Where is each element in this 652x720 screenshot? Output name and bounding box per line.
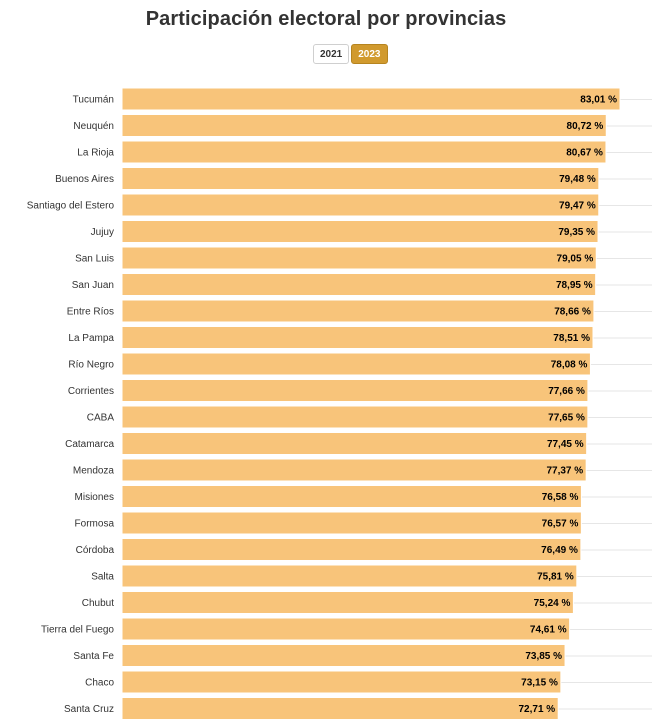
bar-10 <box>121 352 591 376</box>
bar-3 <box>121 167 600 190</box>
bar-14 <box>121 458 587 482</box>
category-label: Tierra del Fuego <box>41 625 114 636</box>
chart-title: Participación electoral por provincias <box>145 8 507 30</box>
value-label: 75,24 % <box>534 598 571 609</box>
value-label: 77,66 % <box>548 386 585 397</box>
category-label: Neuquén <box>73 121 114 132</box>
value-label: 79,47 % <box>559 201 596 212</box>
category-label: Salta <box>91 572 114 583</box>
value-label: 77,45 % <box>547 439 584 450</box>
value-label: 73,15 % <box>521 678 558 689</box>
value-label: 79,35 % <box>558 227 595 238</box>
category-label: Corrientes <box>68 386 114 397</box>
category-label: Santa Cruz <box>64 704 114 715</box>
category-label: Chubut <box>82 598 114 609</box>
value-label: 83,01 % <box>580 95 617 106</box>
bar-4 <box>121 193 600 217</box>
value-label: 77,65 % <box>548 413 585 424</box>
category-label: San Juan <box>72 280 114 291</box>
bar-12 <box>121 405 589 429</box>
year-toggle: 2021 2023 <box>313 44 388 64</box>
bar-16 <box>121 511 582 535</box>
bar-19 <box>121 591 574 614</box>
value-label: 79,48 % <box>559 174 596 185</box>
category-label: Santiago del Estero <box>27 201 115 212</box>
category-label: San Luis <box>75 254 114 265</box>
value-label: 75,81 % <box>537 572 574 583</box>
category-label: CABA <box>87 413 115 424</box>
bar-8 <box>121 299 595 323</box>
year-2021-button[interactable]: 2021 <box>313 44 350 64</box>
bar-6 <box>121 246 597 270</box>
category-label: Santa Fe <box>73 651 114 662</box>
bar-11 <box>121 379 589 402</box>
category-label: Chaco <box>85 678 114 689</box>
value-label: 80,72 % <box>567 121 604 132</box>
bar-5 <box>121 220 599 243</box>
value-label: 78,66 % <box>554 307 591 318</box>
bar-17 <box>121 538 582 561</box>
bar-18 <box>121 564 578 588</box>
category-label: Jujuy <box>91 227 114 238</box>
value-label: 74,61 % <box>530 625 567 636</box>
category-label: Buenos Aires <box>55 174 114 185</box>
category-label: Córdoba <box>76 545 115 556</box>
bar-2 <box>121 140 607 164</box>
value-label: 79,05 % <box>557 254 594 265</box>
category-label: Río Negro <box>68 360 114 371</box>
category-label: Misiones <box>75 492 114 503</box>
category-label: La Pampa <box>68 333 114 344</box>
value-label: 72,71 % <box>519 704 556 715</box>
value-label: 80,67 % <box>566 148 603 159</box>
value-label: 76,57 % <box>542 519 579 530</box>
bar-1 <box>121 114 607 137</box>
category-label: Formosa <box>75 519 115 530</box>
category-label: Catamarca <box>65 439 114 450</box>
value-label: 76,58 % <box>542 492 579 503</box>
bar-21 <box>121 644 566 667</box>
category-label: Mendoza <box>73 466 115 477</box>
value-label: 76,49 % <box>541 545 578 556</box>
category-label: Entre Ríos <box>67 307 114 318</box>
value-label: 73,85 % <box>525 651 562 662</box>
bar-22 <box>121 670 562 694</box>
value-label: 78,51 % <box>553 333 590 344</box>
category-label: Tucumán <box>73 95 114 106</box>
bar-9 <box>121 326 594 349</box>
bar-23 <box>121 697 559 720</box>
value-label: 77,37 % <box>546 466 583 477</box>
bar-7 <box>121 273 597 296</box>
bar-15 <box>121 485 582 508</box>
value-label: 78,95 % <box>556 280 593 291</box>
bar-0 <box>121 87 621 111</box>
bar-13 <box>121 432 588 455</box>
bar-20 <box>121 617 571 641</box>
value-label: 78,08 % <box>551 360 588 371</box>
category-label: La Rioja <box>77 148 114 159</box>
year-2023-button[interactable]: 2023 <box>351 44 388 64</box>
